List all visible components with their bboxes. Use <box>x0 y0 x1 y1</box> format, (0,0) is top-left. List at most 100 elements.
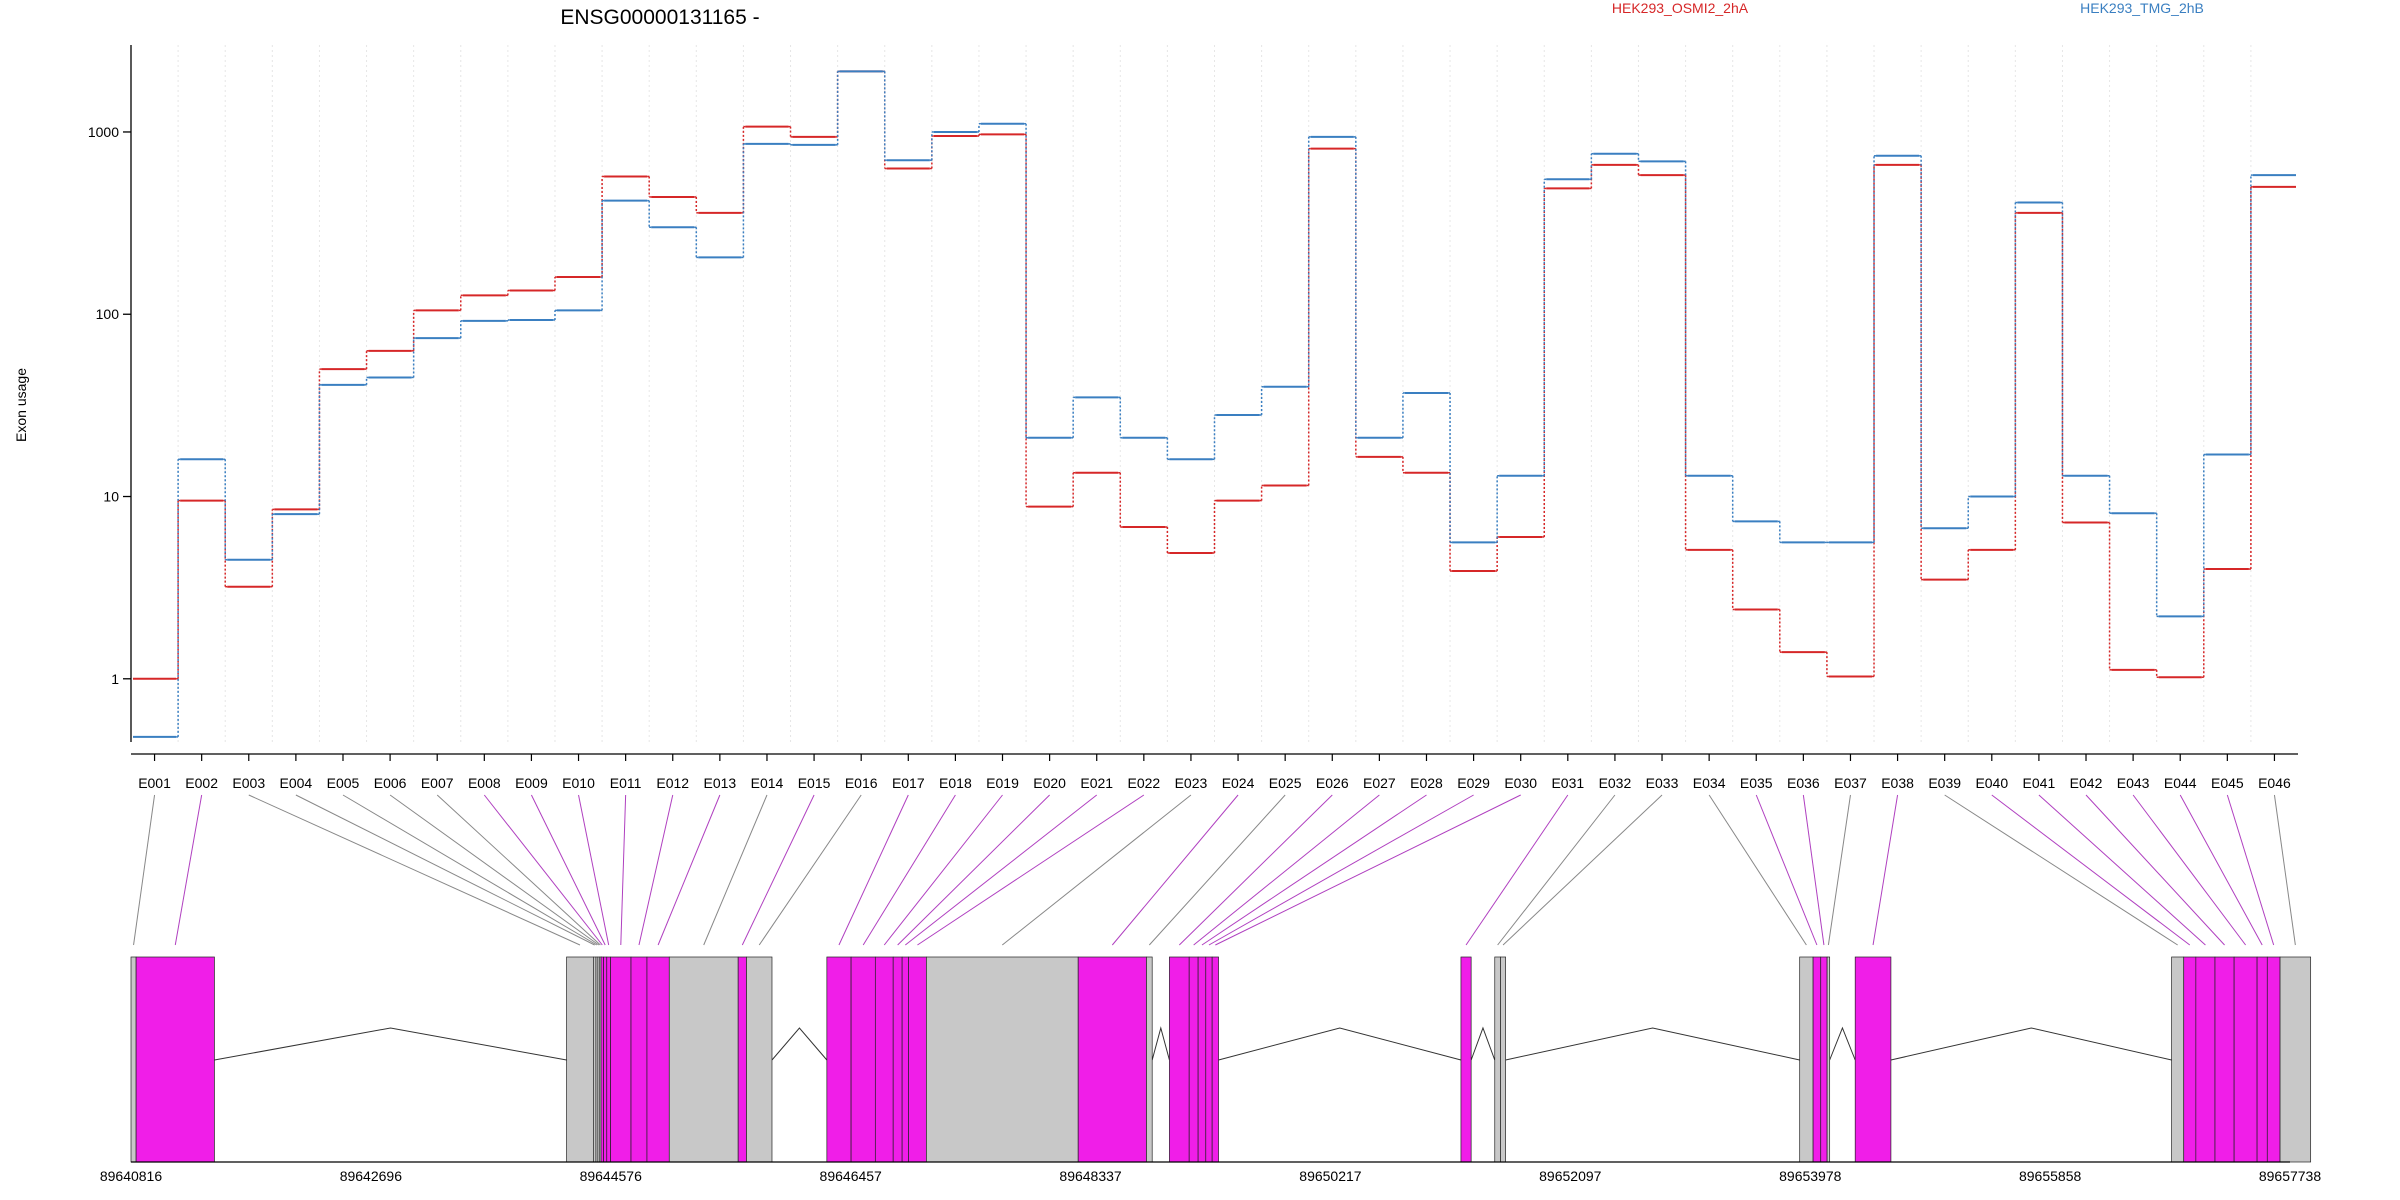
intron-line <box>1890 1027 2172 1061</box>
exon-block <box>826 956 852 1163</box>
x-tick-label: E029 <box>1457 775 1490 791</box>
exon-block <box>668 956 739 1163</box>
exon-block <box>926 956 1079 1163</box>
x-tick-label: E038 <box>1881 775 1914 791</box>
exon-link <box>620 794 627 946</box>
intron-line <box>1218 1027 1462 1061</box>
x-tick-label: E021 <box>1080 775 1113 791</box>
exon-block <box>610 956 632 1163</box>
exon-block <box>737 956 747 1163</box>
exon-link <box>1215 794 1521 946</box>
x-tick-label: E033 <box>1646 775 1679 791</box>
x-tick-label: E041 <box>2023 775 2056 791</box>
exon-link <box>1802 794 1825 946</box>
exon-block <box>2279 956 2312 1163</box>
exon-link <box>897 794 1050 946</box>
x-tick-label: E015 <box>798 775 831 791</box>
exon-link <box>2179 794 2263 946</box>
exon-block <box>874 956 894 1163</box>
x-tick-label: E044 <box>2164 775 2197 791</box>
coordinate-tick-label: 89653978 <box>1779 1168 1842 1184</box>
x-tick-label: E034 <box>1693 775 1726 791</box>
exon-link <box>638 794 674 946</box>
exon-block <box>1494 956 1501 1163</box>
exon-link <box>1193 794 1380 946</box>
coordinate-tick-label: 89652097 <box>1539 1168 1602 1184</box>
x-tick-label: E016 <box>845 775 878 791</box>
x-tick-label: E018 <box>939 775 972 791</box>
chart-title: ENSG00000131165 - <box>560 6 759 29</box>
x-tick-label: E002 <box>185 775 218 791</box>
x-tick-label: E004 <box>280 775 313 791</box>
y-tick-label: 1000 <box>88 124 119 140</box>
x-tick-label: E001 <box>138 775 171 791</box>
exon-block <box>630 956 648 1163</box>
exon-block <box>2266 956 2281 1163</box>
exon-link <box>1708 794 1807 946</box>
exon-block <box>2233 956 2258 1163</box>
y-tick-label: 100 <box>96 306 120 322</box>
exon-block <box>606 956 611 1163</box>
exon-block <box>908 956 927 1163</box>
exon-link <box>248 794 581 946</box>
legend-series-0: HEK293_OSMI2_2hA <box>1612 0 1749 16</box>
coordinate-tick-label: 89644576 <box>580 1168 643 1184</box>
coordinate-tick-label: 89650217 <box>1299 1168 1362 1184</box>
y-axis-label: Exon usage <box>13 368 29 442</box>
y-tick-label: 10 <box>103 489 119 505</box>
intron-line <box>771 1027 828 1061</box>
exon-link <box>1497 794 1616 946</box>
exon-block <box>646 956 670 1163</box>
x-tick-label: E045 <box>2211 775 2244 791</box>
exon-block <box>2256 956 2268 1163</box>
gene-model <box>130 956 2312 1163</box>
x-tick-label: E035 <box>1740 775 1773 791</box>
exon-link <box>1991 794 2191 946</box>
x-tick-label: E037 <box>1834 775 1867 791</box>
x-tick-label: E028 <box>1410 775 1443 791</box>
legend-series-1: HEK293_TMG_2hB <box>2080 0 2204 16</box>
x-tick-labels: E001 E002 E003 E004 E005 E006 E007 E008 E009 E010… <box>138 754 2291 791</box>
exon-link <box>1944 794 2178 946</box>
exon-link <box>657 794 721 946</box>
series-lines <box>133 70 2296 738</box>
x-tick-label: E024 <box>1222 775 1255 791</box>
intron-line <box>1470 1026 1496 1061</box>
exon-link <box>1178 794 1333 946</box>
exon-block <box>1812 956 1822 1163</box>
exon-link <box>1465 794 1569 946</box>
exon-link <box>1872 794 1899 946</box>
exon-block <box>603 956 608 1163</box>
exon-block <box>1197 956 1207 1163</box>
x-tick-label: E042 <box>2070 775 2103 791</box>
x-tick-label: E027 <box>1363 775 1396 791</box>
exon-link <box>483 794 603 946</box>
exon-block <box>1205 956 1213 1163</box>
exon-link <box>2085 794 2225 946</box>
x-tick-label: E010 <box>562 775 595 791</box>
exon-link <box>295 794 595 946</box>
intron-line <box>1151 1026 1170 1061</box>
exon-link <box>862 794 956 946</box>
exon-link <box>578 794 610 946</box>
exon-link <box>905 794 1098 946</box>
x-tick-label: E030 <box>1504 775 1537 791</box>
exon-block <box>1500 956 1506 1163</box>
coordinate-tick-label: 89646457 <box>820 1168 883 1184</box>
exon-block <box>2171 956 2185 1163</box>
exon-link <box>2038 794 2206 946</box>
x-tick-label: E005 <box>327 775 360 791</box>
exon-link <box>174 794 203 946</box>
exon-block <box>1460 956 1472 1163</box>
exon-link <box>530 794 606 946</box>
x-tick-label: E039 <box>1928 775 1961 791</box>
x-tick-label: E008 <box>468 775 501 791</box>
exon-block <box>1169 956 1190 1163</box>
intron-line <box>1829 1026 1856 1061</box>
exon-link <box>342 794 598 946</box>
exon-link <box>1755 794 1818 946</box>
x-tick-label: E025 <box>1269 775 1302 791</box>
x-tick-label: E022 <box>1127 775 1160 791</box>
exon-link <box>1148 794 1286 946</box>
